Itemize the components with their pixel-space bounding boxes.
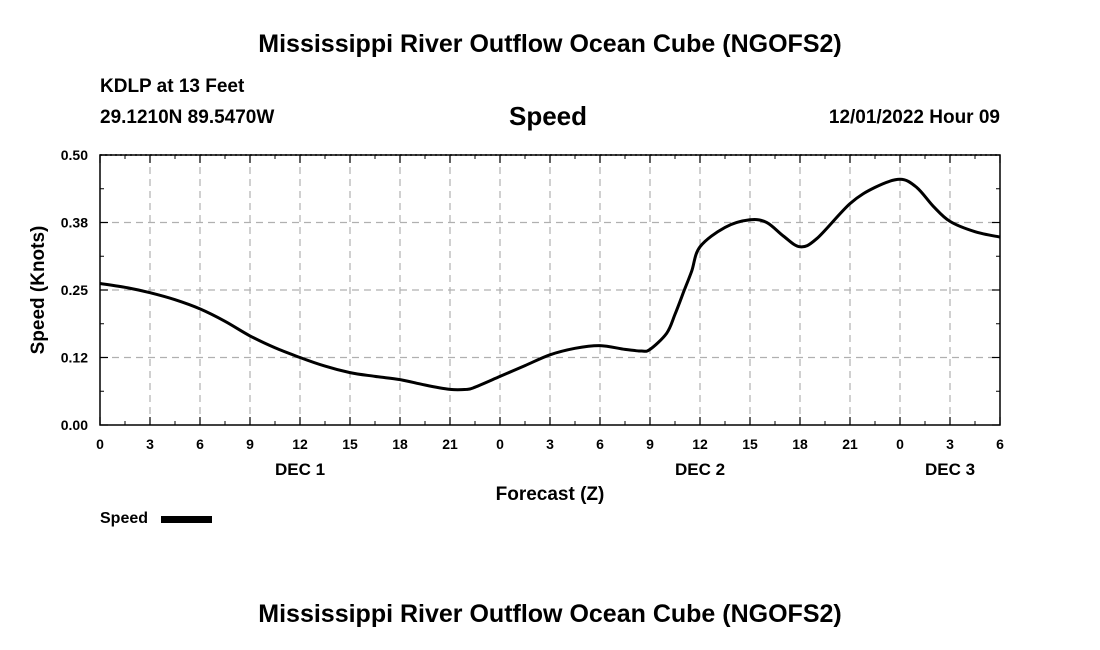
x-tick-label: 3 xyxy=(546,436,554,452)
x-tick-label: 21 xyxy=(442,436,458,452)
x-tick-label: 3 xyxy=(946,436,954,452)
legend-swatch xyxy=(161,516,212,523)
x-tick-label: 6 xyxy=(996,436,1004,452)
legend-label: Speed xyxy=(100,510,149,527)
y-axis-title: Speed (Knots) xyxy=(28,226,49,355)
x-tick-label: 9 xyxy=(646,436,654,452)
x-tick-label: 6 xyxy=(196,436,204,452)
day-label: DEC 3 xyxy=(925,460,975,479)
coordinates-label: 29.1210N 89.5470W xyxy=(100,107,275,128)
chart-title-bottom: Mississippi River Outflow Ocean Cube (NG… xyxy=(258,600,842,628)
chart-title-top: Mississippi River Outflow Ocean Cube (NG… xyxy=(258,30,842,58)
x-tick-label: 0 xyxy=(896,436,904,452)
x-tick-label: 21 xyxy=(842,436,858,452)
y-tick-label: 0.38 xyxy=(61,215,88,231)
day-label: DEC 1 xyxy=(275,460,325,479)
y-tick-label: 0.50 xyxy=(61,147,88,163)
y-tick-label: 0.00 xyxy=(61,417,88,433)
axis-ticks xyxy=(99,154,1001,426)
x-tick-label: 0 xyxy=(496,436,504,452)
x-tick-label: 0 xyxy=(96,436,104,452)
grid xyxy=(100,154,1000,425)
day-label: DEC 2 xyxy=(675,460,725,479)
x-tick-label: 9 xyxy=(246,436,254,452)
variable-title: Speed xyxy=(509,101,588,131)
y-tick-label: 0.12 xyxy=(61,350,88,366)
x-tick-label: 15 xyxy=(742,436,758,452)
datetime-label: 12/01/2022 Hour 09 xyxy=(828,107,1000,128)
axis-labels: 0 3 6 9 12 15 18 21 0 3 6 9 12 15 18 21 0 3 6 0.00 0.12 0.25 0… xyxy=(61,147,1004,479)
x-tick-label: 18 xyxy=(392,436,408,452)
speed-series-line xyxy=(99,177,1001,392)
x-tick-label: 15 xyxy=(342,436,358,452)
station-label: KDLP at 13 Feet xyxy=(100,76,245,97)
x-tick-label: 6 xyxy=(596,436,604,452)
x-axis-title: Forecast (Z) xyxy=(496,484,605,505)
x-tick-label: 3 xyxy=(146,436,154,452)
y-tick-label: 0.25 xyxy=(61,282,88,298)
x-tick-label: 12 xyxy=(292,436,308,452)
x-tick-label: 18 xyxy=(792,436,808,452)
x-tick-label: 12 xyxy=(692,436,708,452)
